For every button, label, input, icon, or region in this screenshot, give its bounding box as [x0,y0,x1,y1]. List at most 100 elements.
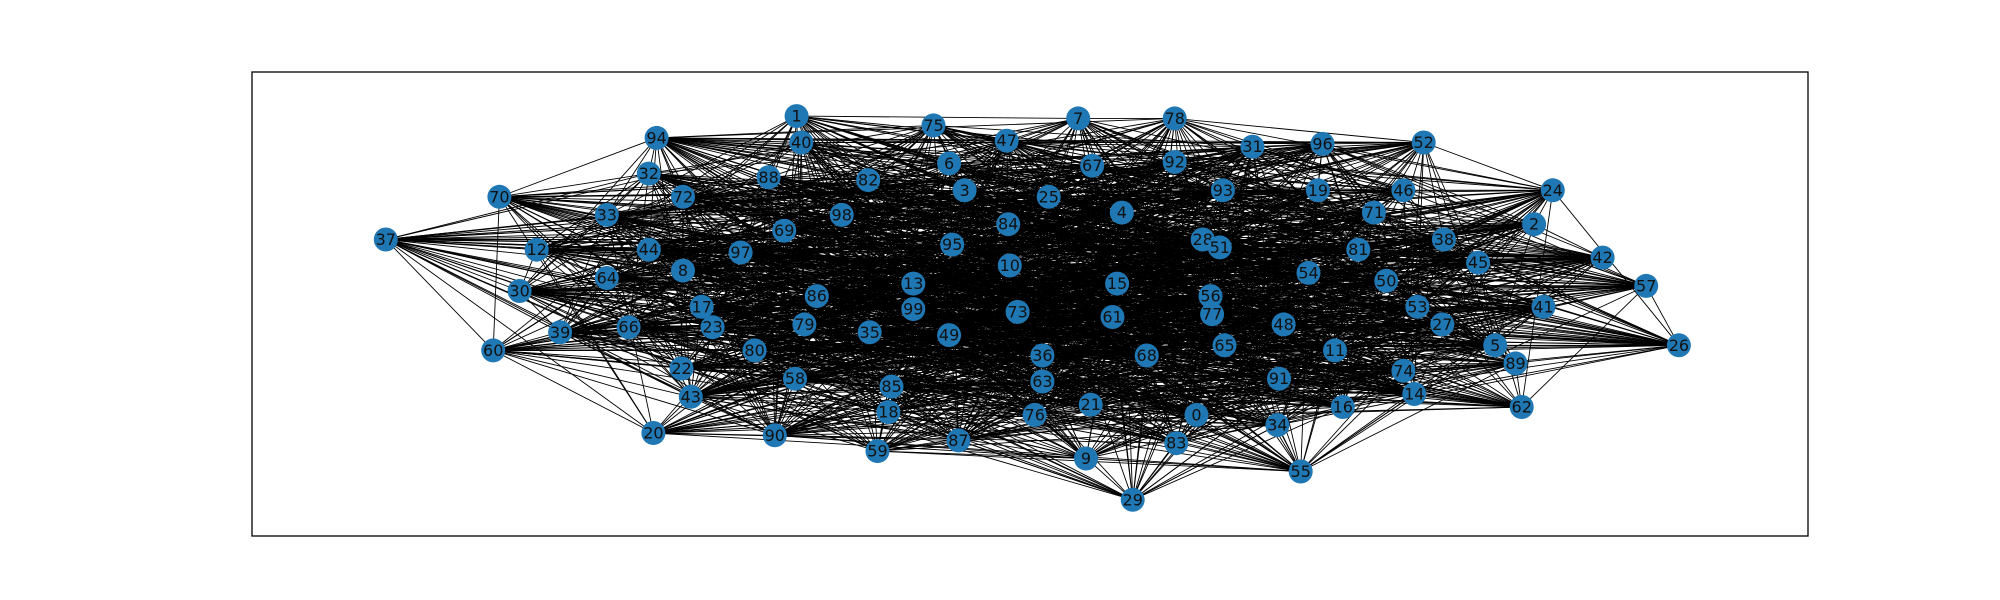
graph-node: 94 [644,125,669,150]
graph-node: 11 [1323,338,1347,363]
node-marker [1164,431,1189,456]
graph-edge [958,439,1133,501]
node-marker [1134,343,1159,368]
node-label: 37 [376,230,396,249]
node-label: 58 [785,369,805,388]
node-label: 19 [1308,181,1328,200]
graph-node: 96 [1310,131,1335,156]
graph-edge [493,349,1343,408]
graph-edge [1224,344,1516,364]
graph-edge [1146,355,1343,408]
graph-node: 89 [1503,351,1528,376]
graph-node: 44 [636,237,661,262]
node-marker [756,165,781,190]
node-label: 35 [860,323,880,342]
graph-edge [774,355,1043,436]
graph-edge [841,214,1359,251]
graph-node: 15 [1105,271,1130,296]
graph-edge [536,223,1535,251]
graph-node: 63 [1030,369,1055,394]
graph-edge [1417,306,1679,346]
graph-edge [385,239,654,434]
graph-edge [536,142,802,251]
node-label: 24 [1543,181,1563,200]
node-label: 91 [1269,369,1289,388]
node-marker [1411,130,1436,155]
node-marker [728,240,753,265]
node-marker [1162,106,1187,131]
node-label: 22 [671,359,691,378]
node-marker [678,384,703,409]
graph-node: 6 [937,151,962,176]
graph-edge [1386,280,1679,346]
graph-node: 59 [865,439,890,464]
node-label: 51 [1210,238,1230,257]
graph-node: 64 [594,266,619,290]
node-marker [1296,260,1321,285]
node-marker [1198,284,1223,309]
node-marker [636,237,661,262]
graph-edge [560,331,1043,356]
node-label: 52 [1414,133,1434,152]
graph-edge [1009,265,1309,274]
node-marker [594,202,619,227]
graph-node: 12 [524,237,549,262]
node-label: 8 [678,261,688,280]
node-marker [901,297,926,322]
node-marker [507,279,532,303]
node-marker [1212,333,1237,358]
graph-edge [682,270,1309,274]
node-marker [762,423,787,448]
node-label: 55 [1291,462,1311,481]
graph-edge [560,331,1091,406]
node-marker [548,320,573,345]
node-label: 33 [597,205,617,224]
graph-edge [948,334,1301,472]
graph-edge [958,414,1035,441]
graph-edge [681,355,1043,369]
node-marker [1265,413,1290,438]
graph-edge [841,189,1223,216]
graph-edge [1042,381,1197,416]
graph-edge [606,196,684,216]
graph-edge [690,396,775,436]
graph-edge [877,414,1197,452]
graph-edge [499,137,657,198]
node-marker [1210,178,1235,203]
node-label: 65 [1214,336,1234,355]
graph-node: 88 [756,165,781,190]
node-label: 64 [597,269,617,288]
graph-edge [768,162,950,178]
graph-edge [891,386,1343,408]
node-marker [997,253,1022,278]
graph-edge [1210,295,1522,408]
graph-edge [499,196,785,232]
node-marker [1271,312,1296,337]
node-label: 67 [1082,156,1102,175]
graph-node: 0 [1184,402,1209,427]
graph-edge [606,277,1679,346]
node-label: 43 [681,387,701,406]
node-marker [1531,294,1556,319]
node-label: 56 [1200,287,1220,306]
graph-node: 99 [901,297,926,322]
graph-edge [888,411,1278,426]
graph-node: 48 [1271,312,1296,337]
graph-edge [888,411,1087,459]
node-marker [1503,351,1528,376]
graph-edge [1042,381,1415,395]
node-label: 87 [948,431,968,450]
node-marker [1346,237,1371,262]
graph-node: 98 [829,202,854,227]
graph-node: 68 [1134,343,1159,368]
graph-edge [1210,295,1418,308]
graph-node: 21 [1078,392,1103,417]
node-marker [1030,343,1055,368]
graph-edge [869,331,1091,406]
graph-edge [681,362,1516,369]
graph-node: 80 [742,338,767,363]
graph-edge [536,249,654,434]
node-label: 61 [1102,308,1122,327]
node-marker [994,128,1019,153]
graph-edge [690,306,703,397]
